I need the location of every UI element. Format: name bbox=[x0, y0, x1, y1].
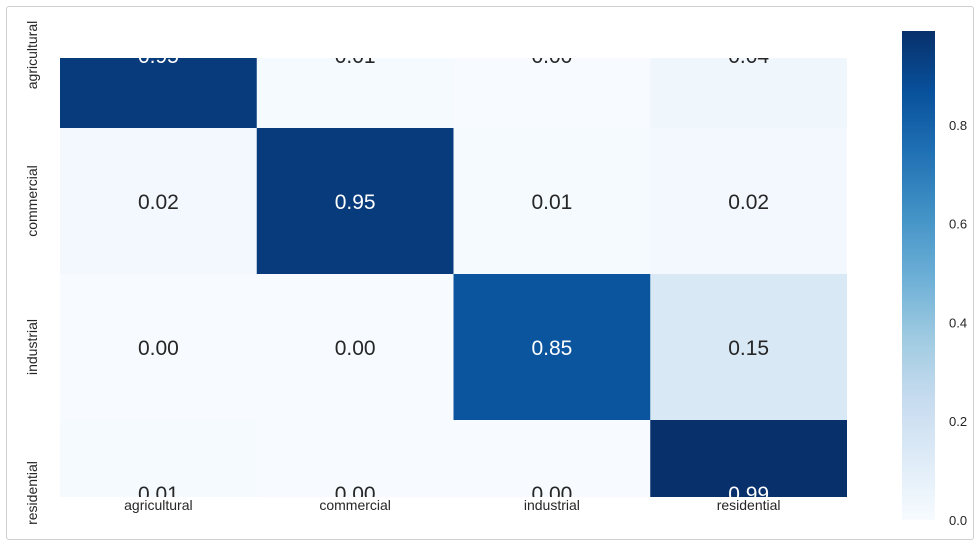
cell-value-label: 0.95 bbox=[138, 45, 179, 68]
heatmap-cell-agricultural-industrial bbox=[453, 58, 651, 129]
colorbar-tick-label: 0.2 bbox=[949, 414, 967, 429]
cell-value-label: 0.04 bbox=[728, 45, 769, 68]
cell-value-label: 0.95 bbox=[335, 191, 376, 214]
heatmap-cell-agricultural-commercial bbox=[256, 58, 454, 129]
heatmap-cell-industrial-residential bbox=[650, 274, 847, 421]
cell-value-label: 0.02 bbox=[728, 191, 769, 214]
cell-value-label: 0.00 bbox=[335, 483, 376, 506]
x-tick-label-residential: residential bbox=[717, 497, 781, 513]
y-axis-tick-labels: agricultural commercial industrial resident… bbox=[24, 21, 40, 525]
heatmap-cell-residential-residential bbox=[650, 420, 847, 497]
heatmap-cell-residential-commercial bbox=[256, 420, 454, 497]
colorbar: 0.0 0.2 0.4 0.6 0.8 bbox=[902, 31, 967, 528]
cell-value-label: 0.01 bbox=[335, 45, 376, 68]
heatmap-cell-commercial-residential bbox=[650, 128, 847, 275]
colorbar-tick-label: 0.0 bbox=[949, 513, 967, 528]
cell-value-label: 0.85 bbox=[531, 337, 572, 360]
cell-value-label: 0.00 bbox=[531, 45, 572, 68]
heatmap-cell-residential-agricultural bbox=[60, 420, 258, 497]
heatmap-cell-commercial-industrial bbox=[453, 128, 651, 275]
x-axis-tick-labels: agricultural commercial industrial resident… bbox=[124, 497, 780, 513]
heatmap-cell-residential-industrial bbox=[453, 420, 651, 497]
heatmap-value-labels: 0.95 0.01 0.00 0.04 0.02 0.95 0.01 0.02 0.00 0.00… bbox=[138, 45, 769, 506]
y-tick-label-agricultural: agricultural bbox=[24, 21, 40, 89]
cell-value-label: 0.00 bbox=[138, 337, 179, 360]
chart-frame: 0.95 0.01 0.00 0.04 0.02 0.95 0.01 0.02 0.00 0.00… bbox=[6, 6, 974, 540]
y-tick-label-residential: residential bbox=[24, 461, 40, 525]
confusion-matrix-heatmap: 0.95 0.01 0.00 0.040.02 0.95 0.01 0.020.00 0.00… bbox=[24, 21, 967, 528]
y-tick-label-commercial: commercial bbox=[24, 165, 40, 237]
colorbar-tick-label: 0.4 bbox=[949, 315, 967, 330]
heatmap-cell-agricultural-residential bbox=[650, 58, 847, 129]
cell-value-label: 0.99 bbox=[728, 483, 769, 506]
heatmap-cell-industrial-industrial bbox=[453, 274, 651, 421]
heatmap-cell-industrial-agricultural bbox=[60, 274, 258, 421]
cell-value-label: 0.00 bbox=[531, 483, 572, 506]
heatmap-cells bbox=[60, 58, 847, 497]
cell-value-label: 0.15 bbox=[728, 337, 769, 360]
cell-value-label: 0.00 bbox=[335, 337, 376, 360]
colorbar-gradient bbox=[902, 31, 935, 520]
colorbar-tick-label: 0.6 bbox=[949, 217, 967, 232]
x-tick-label-industrial: industrial bbox=[524, 497, 580, 513]
heatmap-cell-commercial-commercial bbox=[256, 128, 454, 275]
cell-value-label: 0.01 bbox=[531, 191, 572, 214]
heatmap-cell-commercial-agricultural bbox=[60, 128, 258, 275]
y-tick-label-industrial: industrial bbox=[24, 319, 40, 375]
heatmap-cell-industrial-commercial bbox=[256, 274, 454, 421]
x-tick-label-agricultural: agricultural bbox=[124, 497, 192, 513]
colorbar-tick-label: 0.8 bbox=[949, 118, 967, 133]
heatmap-cell-agricultural-agricultural bbox=[60, 58, 258, 129]
cell-value-label: 0.01 bbox=[138, 483, 179, 506]
x-tick-label-commercial: commercial bbox=[319, 497, 391, 513]
cell-value-label: 0.02 bbox=[138, 191, 179, 214]
